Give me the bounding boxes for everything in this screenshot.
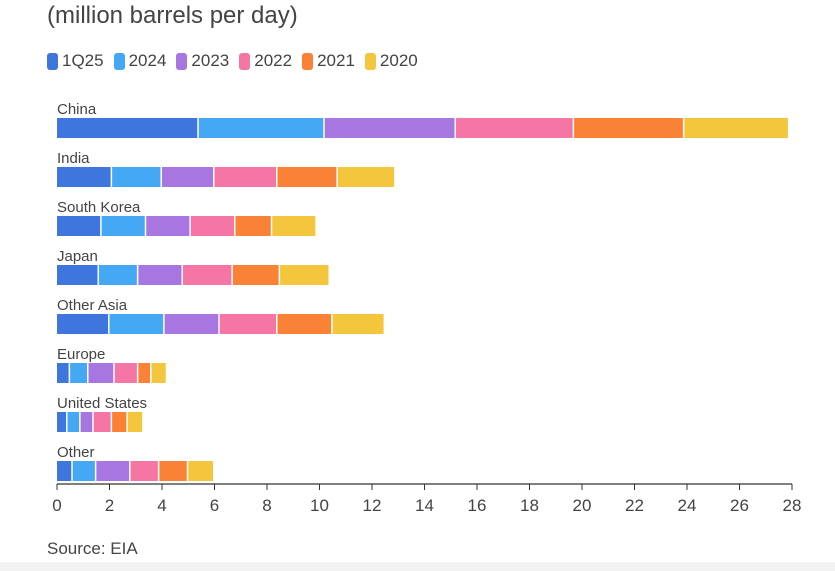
x-tick-label: 18 [520,496,539,515]
x-tick-label: 4 [157,496,166,515]
legend-item-1q25: 1Q25 [47,51,104,71]
legend-item-2020: 2020 [364,51,418,71]
bar-segment [57,412,66,432]
bar-segment [57,363,69,383]
legend-label: 2023 [191,51,230,70]
bar-segment [130,461,158,481]
bar-segment [272,216,316,236]
category-label: United States [57,395,147,412]
x-tick-label: 26 [730,496,749,515]
category-label: Other [57,444,95,461]
stacked-bar-chart: China India South Korea Japan Other Asia Euro… [52,101,802,515]
bar-segment [57,167,111,187]
legend-swatch [176,52,188,70]
x-tick-label: 0 [52,496,61,515]
bar-segment [183,265,232,285]
bar-segment [57,118,198,138]
bar-segment [456,118,573,138]
x-tick-label: 6 [210,496,219,515]
bar-segment [93,412,111,432]
category-label: Other Asia [57,297,128,314]
bar-segment [70,363,87,383]
x-tick-label: 10 [310,496,329,515]
bar-segment [219,314,276,334]
bar-segment [57,216,101,236]
bar-segment [101,216,145,236]
x-tick-label: 24 [678,496,697,515]
bar-segment [114,363,137,383]
bar-segment [57,461,72,481]
source-note: Source: EIA [47,539,138,558]
bar-segment [99,265,137,285]
bar-segment [214,167,276,187]
legend-item-2021: 2021 [302,51,355,71]
bar-segment [684,118,788,138]
legend-swatch [113,52,125,70]
legend-label: 1Q25 [62,51,104,70]
bar-segment [72,461,95,481]
footer-shade [0,562,835,571]
legend-swatch [47,52,58,70]
x-tick-label: 20 [573,496,592,515]
category-label: South Korea [57,199,141,216]
legend-label: 2022 [254,51,293,70]
bar-segment [57,314,108,334]
bar-segment [57,265,98,285]
bar-segment [109,314,164,334]
legend-swatch [364,52,376,70]
bar-segment [112,167,161,187]
bar-segment [88,363,114,383]
category-label: Europe [57,346,105,363]
bar-segment [67,412,80,432]
bar-segment [324,118,455,138]
bar-segment [198,118,324,138]
bar-segment [280,265,329,285]
bar-segment [96,461,129,481]
bar-segment [277,314,332,334]
bar-segment [138,265,182,285]
legend-item-2022: 2022 [239,51,292,71]
legend-swatch [239,52,251,70]
chart-subtitle: (million barrels per day) [47,2,298,29]
bar-segment [337,167,395,187]
legend-item-2024: 2024 [113,51,167,71]
legend-item-2023: 2023 [176,51,229,71]
x-tick-label: 2 [105,496,114,515]
bar-segment [112,412,127,432]
x-tick-label: 28 [783,496,802,515]
x-tick-label: 16 [468,496,487,515]
x-tick-label: 8 [262,496,271,515]
bar-segment [162,167,213,187]
bar-segment [332,314,384,334]
legend-label: 2020 [379,51,418,70]
bar-segment [188,461,213,481]
bar-segment [235,216,271,236]
bar-segment [138,363,150,383]
bar-segment [232,265,279,285]
category-label: Japan [57,248,98,265]
bar-segment [80,412,93,432]
legend-label: 2024 [128,51,167,70]
category-label: India [57,150,90,167]
category-label: China [57,101,97,118]
bar-segment [164,314,219,334]
x-tick-label: 14 [415,496,434,515]
bar-segment [146,216,190,236]
chart-legend: 1Q25 2024 2023 2022 2021 2020 [47,51,418,71]
bar-segment [159,461,187,481]
bar-segment [151,363,166,383]
x-tick-label: 22 [625,496,644,515]
legend-swatch [302,52,314,70]
bar-segment [127,412,143,432]
x-tick-label: 12 [363,496,382,515]
bar-segment [277,167,337,187]
bar-segment [574,118,683,138]
legend-label: 2021 [317,51,355,70]
bar-segment [190,216,234,236]
